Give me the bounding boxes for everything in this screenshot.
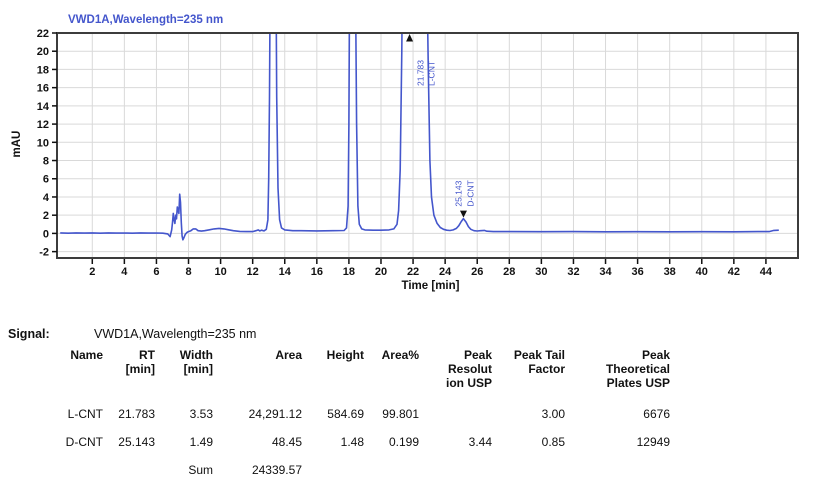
x-tick-label: 2	[89, 266, 95, 278]
table-sum-row: Sum 24339.57	[0, 456, 670, 484]
x-tick-label: 38	[664, 266, 676, 278]
x-tick-label: 20	[375, 266, 387, 278]
x-tick-label: 16	[311, 266, 323, 278]
y-tick-label: 10	[37, 137, 49, 149]
table-row: L-CNT 21.783 3.53 24,291.12 584.69 99.80…	[0, 400, 670, 428]
table-cell	[0, 456, 103, 484]
table-cell: 3.53	[189, 407, 213, 421]
x-tick-label: 18	[343, 266, 355, 278]
table-cell: 0.85	[541, 435, 565, 449]
table-cell: 3.00	[541, 407, 565, 421]
table-cell: 25.143	[118, 435, 155, 449]
chart-legend: VWD1A,Wavelength=235 nm	[68, 14, 223, 26]
x-tick-label: 32	[567, 266, 579, 278]
table-cell	[492, 456, 565, 484]
peak-rt-label: 21.783	[416, 60, 426, 86]
x-tick-label: 4	[121, 266, 128, 278]
table-cell: 48.45	[271, 435, 302, 449]
peak-apex-marker	[459, 210, 467, 218]
column-header-width: Width [min]	[179, 348, 213, 376]
table-cell	[364, 456, 419, 484]
peak-results-table: Name RT [min] Width [min] Area Height Ar…	[0, 348, 670, 484]
table-cell: 24339.57	[251, 463, 302, 477]
column-header-name: Name	[70, 348, 103, 362]
y-tick-label: 20	[37, 46, 49, 58]
x-tick-label: 26	[471, 266, 483, 278]
x-tick-label: 8	[185, 266, 191, 278]
y-axis-label: mAU	[11, 131, 23, 158]
x-axis-label: Time [min]	[402, 280, 460, 292]
x-tick-label: 36	[631, 266, 643, 278]
x-tick-label: 40	[696, 266, 708, 278]
x-tick-label: 10	[214, 266, 226, 278]
x-tick-label: 42	[728, 266, 740, 278]
y-tick-label: 2	[43, 210, 49, 222]
chromatogram-trace	[60, 34, 779, 241]
table-cell	[419, 400, 492, 428]
table-cell: L-CNT	[67, 407, 103, 421]
table-cell: 12949	[636, 435, 670, 449]
table-cell: 1.48	[340, 435, 364, 449]
table-cell: 6676	[643, 407, 670, 421]
table-cell: 3.44	[468, 435, 492, 449]
peak-apex-marker	[406, 34, 414, 42]
peak-name-label: D-CNT	[465, 180, 475, 206]
y-tick-label: 16	[37, 83, 49, 95]
table-cell	[565, 456, 670, 484]
y-tick-label: -2	[39, 247, 49, 259]
table-cell: 21.783	[118, 407, 155, 421]
y-tick-label: 18	[37, 64, 49, 76]
table-cell	[103, 456, 155, 484]
column-header-tail-factor: Peak Tail Factor	[513, 348, 565, 376]
signal-value: VWD1A,Wavelength=235 nm	[94, 327, 257, 341]
column-header-height: Height	[326, 348, 364, 362]
table-header-row: Name RT [min] Width [min] Area Height Ar…	[0, 348, 670, 400]
x-tick-label: 24	[439, 266, 452, 278]
chromatogram-chart: 2 4 6 8 10 12 14 16 18 20 22 24 26 28 30 32 34 36 38 40 42 44…	[11, 14, 799, 292]
table-cell: 99.801	[382, 407, 419, 421]
column-header-area-pct: Area%	[381, 348, 419, 362]
table-cell: 1.49	[189, 435, 213, 449]
y-tick-label: 12	[37, 119, 49, 131]
signal-label: Signal:	[8, 327, 50, 341]
table-cell: 0.199	[388, 435, 419, 449]
y-tick-label: 14	[37, 101, 50, 113]
peak-name-label: L-CNT	[427, 61, 437, 86]
column-header-plates-usp: Peak Theoretical Plates USP	[605, 348, 670, 390]
column-header-area: Area	[275, 348, 302, 362]
x-tick-label: 6	[153, 266, 159, 278]
y-tick-label: 8	[43, 156, 49, 168]
x-tick-label: 12	[247, 266, 259, 278]
column-header-rt: RT [min]	[125, 348, 155, 376]
x-tick-label: 28	[503, 266, 515, 278]
table-cell	[419, 456, 492, 484]
y-tick-label: 0	[43, 228, 49, 240]
y-tick-label: 6	[43, 174, 49, 186]
y-tick-label: 22	[37, 28, 49, 40]
table-cell	[302, 456, 364, 484]
table-cell: Sum	[188, 463, 213, 477]
signal-row: Signal: VWD1A,Wavelength=235 nm	[8, 327, 256, 341]
table-cell: 24,291.12	[248, 407, 302, 421]
peak-rt-label: 25.143	[453, 180, 463, 206]
table-cell: 584.69	[327, 407, 364, 421]
chromatogram-svg: 2 4 6 8 10 12 14 16 18 20 22 24 26 28 30 32 34 36 38 40 42 44…	[11, 14, 799, 292]
table-row: D-CNT 25.143 1.49 48.45 1.48 0.199 3.44 …	[0, 428, 670, 456]
x-tick-label: 30	[535, 266, 547, 278]
column-header-resolution-usp: Peak Resolut ion USP	[445, 348, 492, 390]
x-tick-label: 44	[760, 266, 773, 278]
table-cell: D-CNT	[65, 435, 103, 449]
x-tick-label: 22	[407, 266, 419, 278]
y-tick-label: 4	[43, 192, 50, 204]
plot-frame	[56, 32, 799, 259]
x-tick-label: 34	[599, 266, 612, 278]
x-tick-label: 14	[279, 266, 292, 278]
